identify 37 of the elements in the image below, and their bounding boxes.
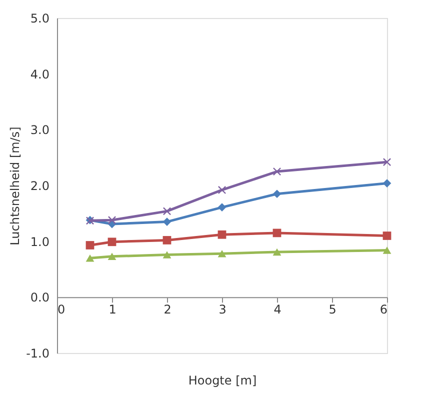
point: [218, 250, 226, 258]
x-tick-label: 2: [164, 302, 172, 317]
point: [382, 179, 392, 188]
y-tick-label: -1.0: [26, 346, 50, 360]
y-tick-label: 4.0: [30, 67, 50, 82]
x-axis-title: Hoogte [m]: [188, 374, 257, 388]
point: [272, 190, 282, 198]
x-tick-label: 5: [328, 302, 336, 317]
point: [272, 228, 282, 238]
x-tick-label: 0: [58, 302, 66, 317]
point: [86, 241, 94, 250]
point: [162, 207, 172, 216]
y-tick-label: 1.0: [30, 234, 50, 249]
point: [108, 216, 116, 224]
point: [162, 251, 172, 258]
point: [382, 232, 392, 240]
x-tick-label: 1: [108, 302, 116, 317]
y-tick-label: 2.0: [30, 179, 50, 193]
x-tick-label: 3: [218, 302, 226, 317]
x-tick-label: 6: [380, 302, 388, 317]
x-tick-label: 4: [274, 302, 282, 317]
point: [272, 167, 282, 176]
y-tick-label: 5.0: [30, 12, 50, 26]
point: [162, 218, 172, 226]
point: [162, 236, 172, 244]
point: [382, 158, 392, 166]
point: [382, 246, 392, 254]
point: [218, 230, 226, 239]
point: [218, 203, 226, 212]
y-axis-title: Luchtsnelheid [m/s]: [8, 126, 22, 246]
y-tick-label: 0.0: [30, 290, 50, 305]
point: [108, 238, 116, 246]
point: [272, 248, 282, 256]
point: [86, 254, 94, 262]
point: [108, 252, 116, 260]
point: [218, 186, 226, 194]
y-tick-label: 3.0: [30, 123, 50, 138]
